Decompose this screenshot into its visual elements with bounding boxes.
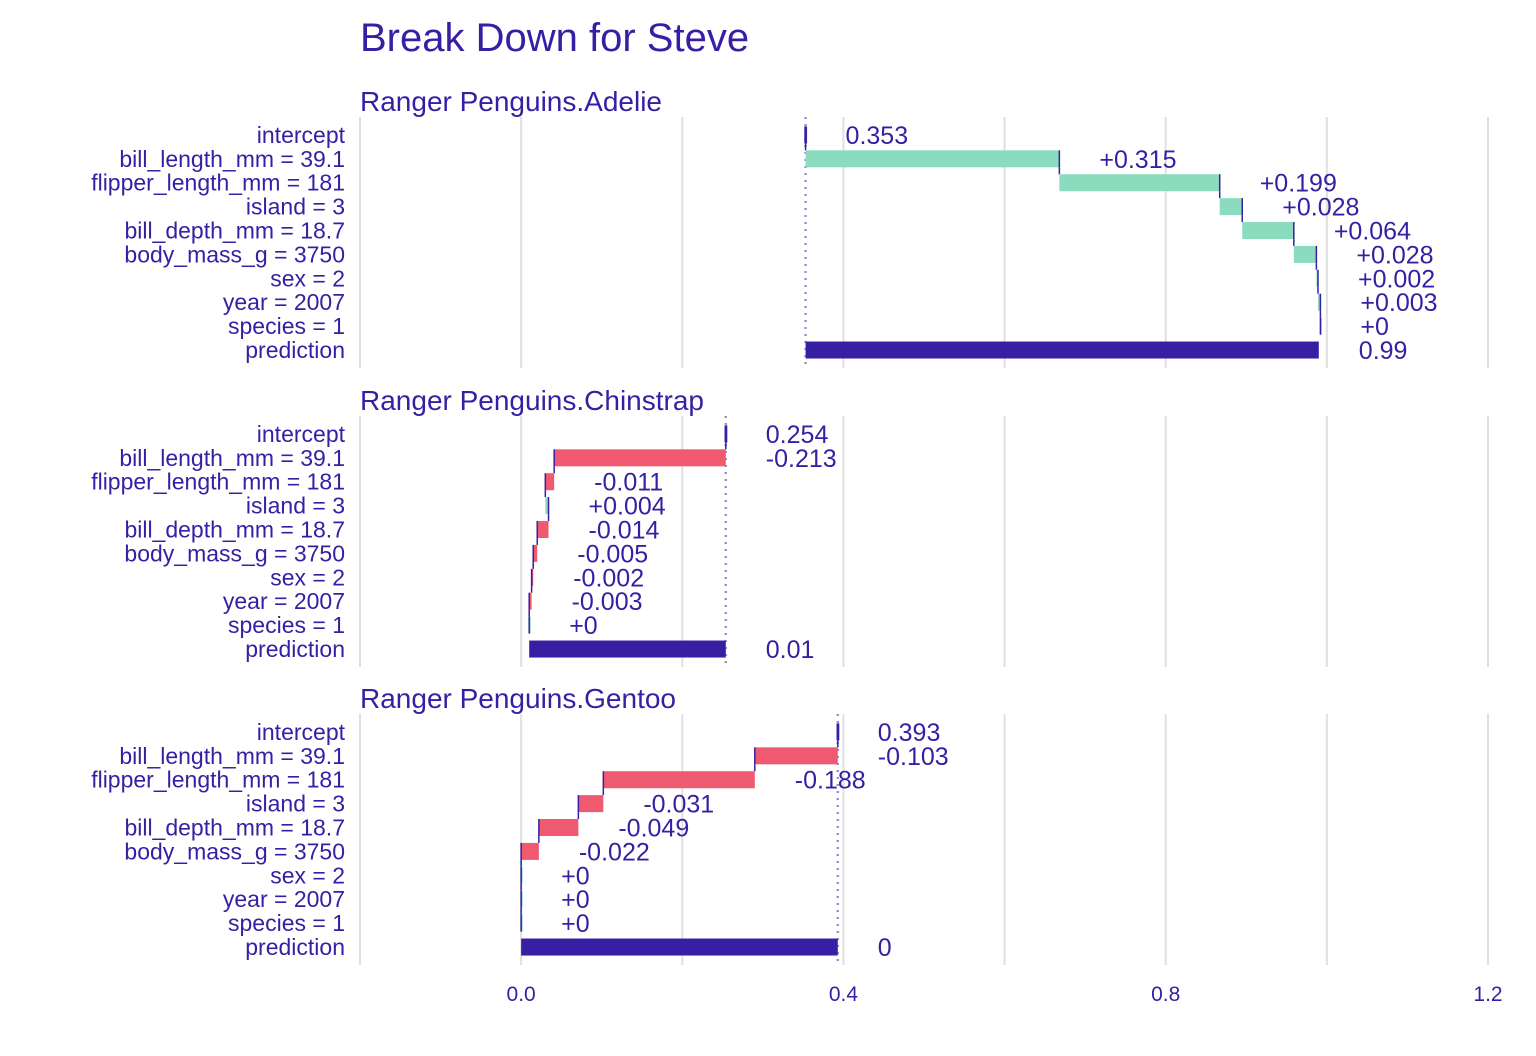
value-label: +0.002 <box>1358 265 1435 293</box>
prediction-bar <box>805 341 1319 359</box>
contribution-bar <box>1242 222 1294 240</box>
panel-title: Ranger Penguins.Chinstrap <box>360 385 704 416</box>
category-label: year = 2007 <box>223 289 345 315</box>
value-label: 0 <box>878 934 892 962</box>
category-label: bill_length_mm = 39.1 <box>119 445 345 471</box>
category-label: year = 2007 <box>223 588 345 614</box>
contribution-bar <box>1219 198 1243 216</box>
x-tick-label: 0.0 <box>507 983 536 1006</box>
category-label: body_mass_g = 3750 <box>124 838 345 864</box>
contribution-bar <box>545 497 549 515</box>
category-label: prediction <box>245 934 345 960</box>
panel-title: Ranger Penguins.Adelie <box>360 86 662 117</box>
category-label: sex = 2 <box>270 564 345 590</box>
value-label: +0 <box>561 886 590 914</box>
x-tick-label: 0.8 <box>1151 983 1180 1006</box>
category-label: species = 1 <box>228 910 345 936</box>
contribution-bar <box>1317 293 1321 311</box>
contribution-bar <box>545 473 555 491</box>
contribution-bar <box>1293 245 1317 263</box>
category-label: flipper_length_mm = 181 <box>91 767 345 793</box>
value-label: -0.022 <box>579 838 650 866</box>
category-label: island = 3 <box>246 791 345 817</box>
prediction-bar <box>529 640 726 658</box>
category-label: body_mass_g = 3750 <box>124 540 345 566</box>
x-axis: 0.0 0.4 0.8 1.2 <box>507 983 1503 1006</box>
category-label: island = 3 <box>246 493 345 519</box>
value-label: +0.028 <box>1356 241 1433 269</box>
contribution-bar <box>1316 269 1318 287</box>
value-label: 0.01 <box>766 636 815 664</box>
value-label: +0 <box>561 910 590 938</box>
contribution-bar <box>521 842 539 860</box>
value-label: 0.99 <box>1359 337 1408 365</box>
panel-ranger-penguins-gentoo: Ranger Penguins.Gentoo intercept 0.393 bill… <box>91 683 1489 965</box>
value-label: +0.028 <box>1282 194 1359 222</box>
value-label: +0 <box>569 612 598 640</box>
contribution-bar <box>603 771 755 789</box>
contribution-bar <box>529 592 532 610</box>
panel-ranger-penguins-adelie: Ranger Penguins.Adelie intercept 0.353 bill… <box>91 86 1489 368</box>
category-label: island = 3 <box>246 194 345 220</box>
value-label: +0.315 <box>1099 146 1176 174</box>
category-label: intercept <box>257 421 346 447</box>
value-label: -0.213 <box>766 445 837 473</box>
value-label: -0.049 <box>618 815 689 843</box>
value-label: +0 <box>1360 313 1389 341</box>
prediction-bar <box>521 938 838 956</box>
contribution-bar <box>578 795 604 813</box>
category-label: sex = 2 <box>270 265 345 291</box>
category-label: sex = 2 <box>270 862 345 888</box>
category-label: body_mass_g = 3750 <box>124 241 345 267</box>
category-label: flipper_length_mm = 181 <box>91 170 345 196</box>
value-label: -0.103 <box>878 743 949 771</box>
contribution-bar <box>533 544 538 562</box>
category-label: prediction <box>245 636 345 662</box>
panel-ranger-penguins-chinstrap: Ranger Penguins.Chinstrap intercept 0.254 b… <box>91 385 1489 667</box>
x-tick-label: 1.2 <box>1473 983 1502 1006</box>
value-label: 0.254 <box>766 421 829 449</box>
value-label: -0.005 <box>577 540 648 568</box>
value-label: +0.003 <box>1360 289 1437 317</box>
category-label: year = 2007 <box>223 886 345 912</box>
category-label: bill_length_mm = 39.1 <box>119 146 345 172</box>
category-label: bill_depth_mm = 18.7 <box>124 218 345 244</box>
category-label: prediction <box>245 337 345 363</box>
value-label: +0.199 <box>1260 170 1337 198</box>
category-label: intercept <box>257 122 346 148</box>
value-label: -0.031 <box>643 791 714 819</box>
category-label: intercept <box>257 719 346 745</box>
value-label: -0.003 <box>572 588 643 616</box>
category-label: bill_depth_mm = 18.7 <box>124 517 345 543</box>
category-label: bill_length_mm = 39.1 <box>119 743 345 769</box>
value-label: -0.002 <box>573 564 644 592</box>
contribution-bar <box>754 747 838 765</box>
value-label: +0.064 <box>1334 218 1411 246</box>
contribution-bar <box>554 449 726 467</box>
value-label: +0 <box>561 862 590 890</box>
contribution-bar <box>1059 174 1220 192</box>
contribution-bar <box>531 568 534 586</box>
contribution-bar <box>805 150 1060 168</box>
x-tick-label: 0.4 <box>829 983 859 1006</box>
contribution-bar <box>538 819 579 837</box>
panel-title: Ranger Penguins.Gentoo <box>360 683 676 714</box>
panels: Ranger Penguins.Adelie intercept 0.353 bill… <box>91 86 1489 965</box>
value-label: +0.004 <box>589 493 666 521</box>
contribution-bar <box>537 521 549 539</box>
value-label: -0.011 <box>594 469 663 497</box>
chart-title: Break Down for Steve <box>360 16 749 60</box>
category-label: bill_depth_mm = 18.7 <box>124 815 345 841</box>
category-label: flipper_length_mm = 181 <box>91 469 345 495</box>
value-label: 0.393 <box>878 719 941 747</box>
category-label: species = 1 <box>228 313 345 339</box>
value-label: -0.014 <box>589 517 660 545</box>
category-label: species = 1 <box>228 612 345 638</box>
value-label: -0.188 <box>795 767 866 795</box>
value-label: 0.353 <box>846 122 909 150</box>
